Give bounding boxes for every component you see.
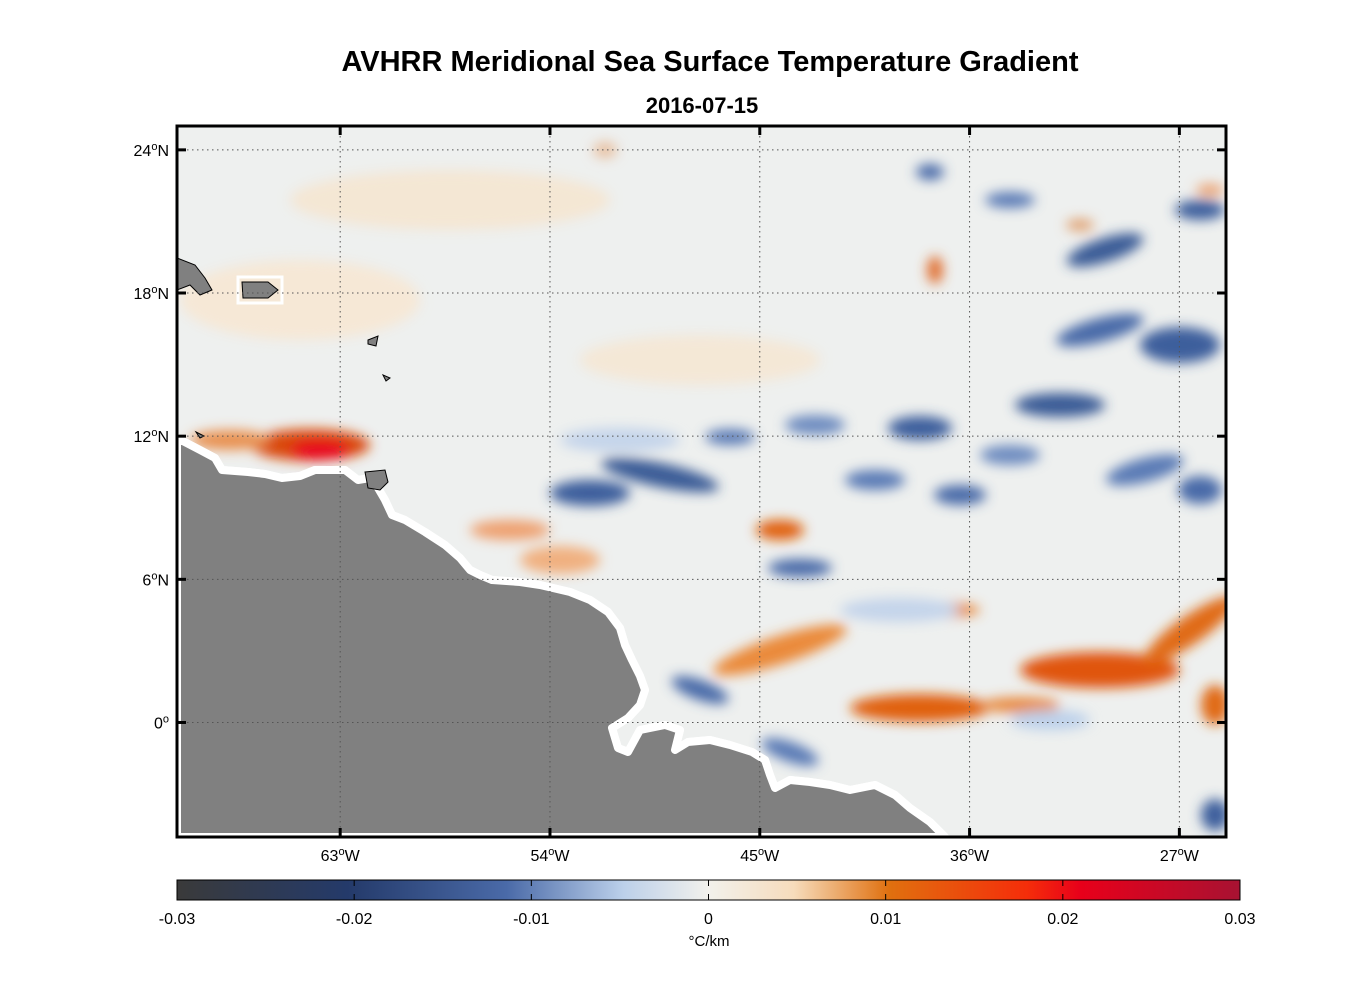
lon-label-hemisphere: W xyxy=(764,848,780,865)
small-island-1 xyxy=(367,335,379,347)
lat-label-degrees: 12 xyxy=(134,429,152,446)
figure-title: AVHRR Meridional Sea Surface Temperature… xyxy=(341,46,1079,78)
lon-label-45: 45oW xyxy=(740,846,780,865)
colorbar-tick-label: 0 xyxy=(704,911,713,928)
puerto-rico-island xyxy=(241,281,279,299)
graticule xyxy=(177,126,1226,837)
lon-label-degrees: 54 xyxy=(530,848,548,865)
lat-label-degrees: 6 xyxy=(142,572,151,589)
figure-date: 2016-07-15 xyxy=(645,93,759,118)
lon-label-27: 27oW xyxy=(1160,846,1200,865)
land-masses xyxy=(177,257,949,837)
hispaniola-island xyxy=(177,257,213,296)
lat-label-hemisphere: N xyxy=(157,429,169,446)
lat-label-24: 24oN xyxy=(134,141,169,160)
lat-label-degree-symbol: o xyxy=(151,570,157,582)
colorbar-tick-label: -0.02 xyxy=(336,911,373,928)
lon-label-degrees: 45 xyxy=(740,848,758,865)
lon-label-hemisphere: W xyxy=(974,848,990,865)
lon-label-degrees: 63 xyxy=(321,848,339,865)
colorbar-tick-label: -0.01 xyxy=(513,911,550,928)
lon-label-degree-symbol: o xyxy=(1178,846,1184,858)
lon-label-degree-symbol: o xyxy=(758,846,764,858)
lat-label-degree-symbol: o xyxy=(163,713,169,725)
lat-label-degrees: 24 xyxy=(134,143,152,160)
lat-label-degree-symbol: o xyxy=(151,284,157,296)
lon-label-hemisphere: W xyxy=(345,848,361,865)
lat-label-hemisphere: N xyxy=(157,286,169,303)
lon-label-degree-symbol: o xyxy=(968,846,974,858)
lat-label-hemisphere: N xyxy=(157,572,169,589)
lon-label-degrees: 36 xyxy=(950,848,968,865)
colorbar-ticks: -0.03 -0.02 -0.01 0 0.01 0.02 0.03 xyxy=(159,880,1256,928)
lat-label-0: 0o xyxy=(154,713,169,732)
lon-label-hemisphere: W xyxy=(554,848,570,865)
map-frame xyxy=(175,124,1228,839)
colorbar-tick-label: 0.02 xyxy=(1047,911,1078,928)
lon-label-degree-symbol: o xyxy=(338,846,344,858)
lon-label-degrees: 27 xyxy=(1160,848,1178,865)
lat-label-hemisphere: N xyxy=(157,143,169,160)
lon-label-36: 36oW xyxy=(950,846,990,865)
small-island-2 xyxy=(381,374,391,382)
lat-label-6: 6oN xyxy=(142,570,169,589)
trinidad-island xyxy=(364,469,389,491)
lon-label-hemisphere: W xyxy=(1184,848,1200,865)
lat-label-degrees: 18 xyxy=(134,286,152,303)
colorbar-tick-label: 0.01 xyxy=(870,911,901,928)
lon-label-54: 54oW xyxy=(530,846,570,865)
colorbar-units: °C/km xyxy=(688,933,730,950)
colorbar-tick-label: -0.03 xyxy=(159,911,196,928)
lat-label-degrees: 0 xyxy=(154,715,163,732)
lat-label-18: 18oN xyxy=(134,284,169,303)
colorbar-tick-label: 0.03 xyxy=(1224,911,1255,928)
lat-label-12: 12oN xyxy=(134,427,169,446)
longitude-axis: 63oW 54oW 45oW 36oW 27oW xyxy=(321,126,1200,865)
lon-label-63: 63oW xyxy=(321,846,361,865)
lon-label-degree-symbol: o xyxy=(548,846,554,858)
lat-label-degree-symbol: o xyxy=(151,427,157,439)
lat-label-degree-symbol: o xyxy=(151,141,157,153)
